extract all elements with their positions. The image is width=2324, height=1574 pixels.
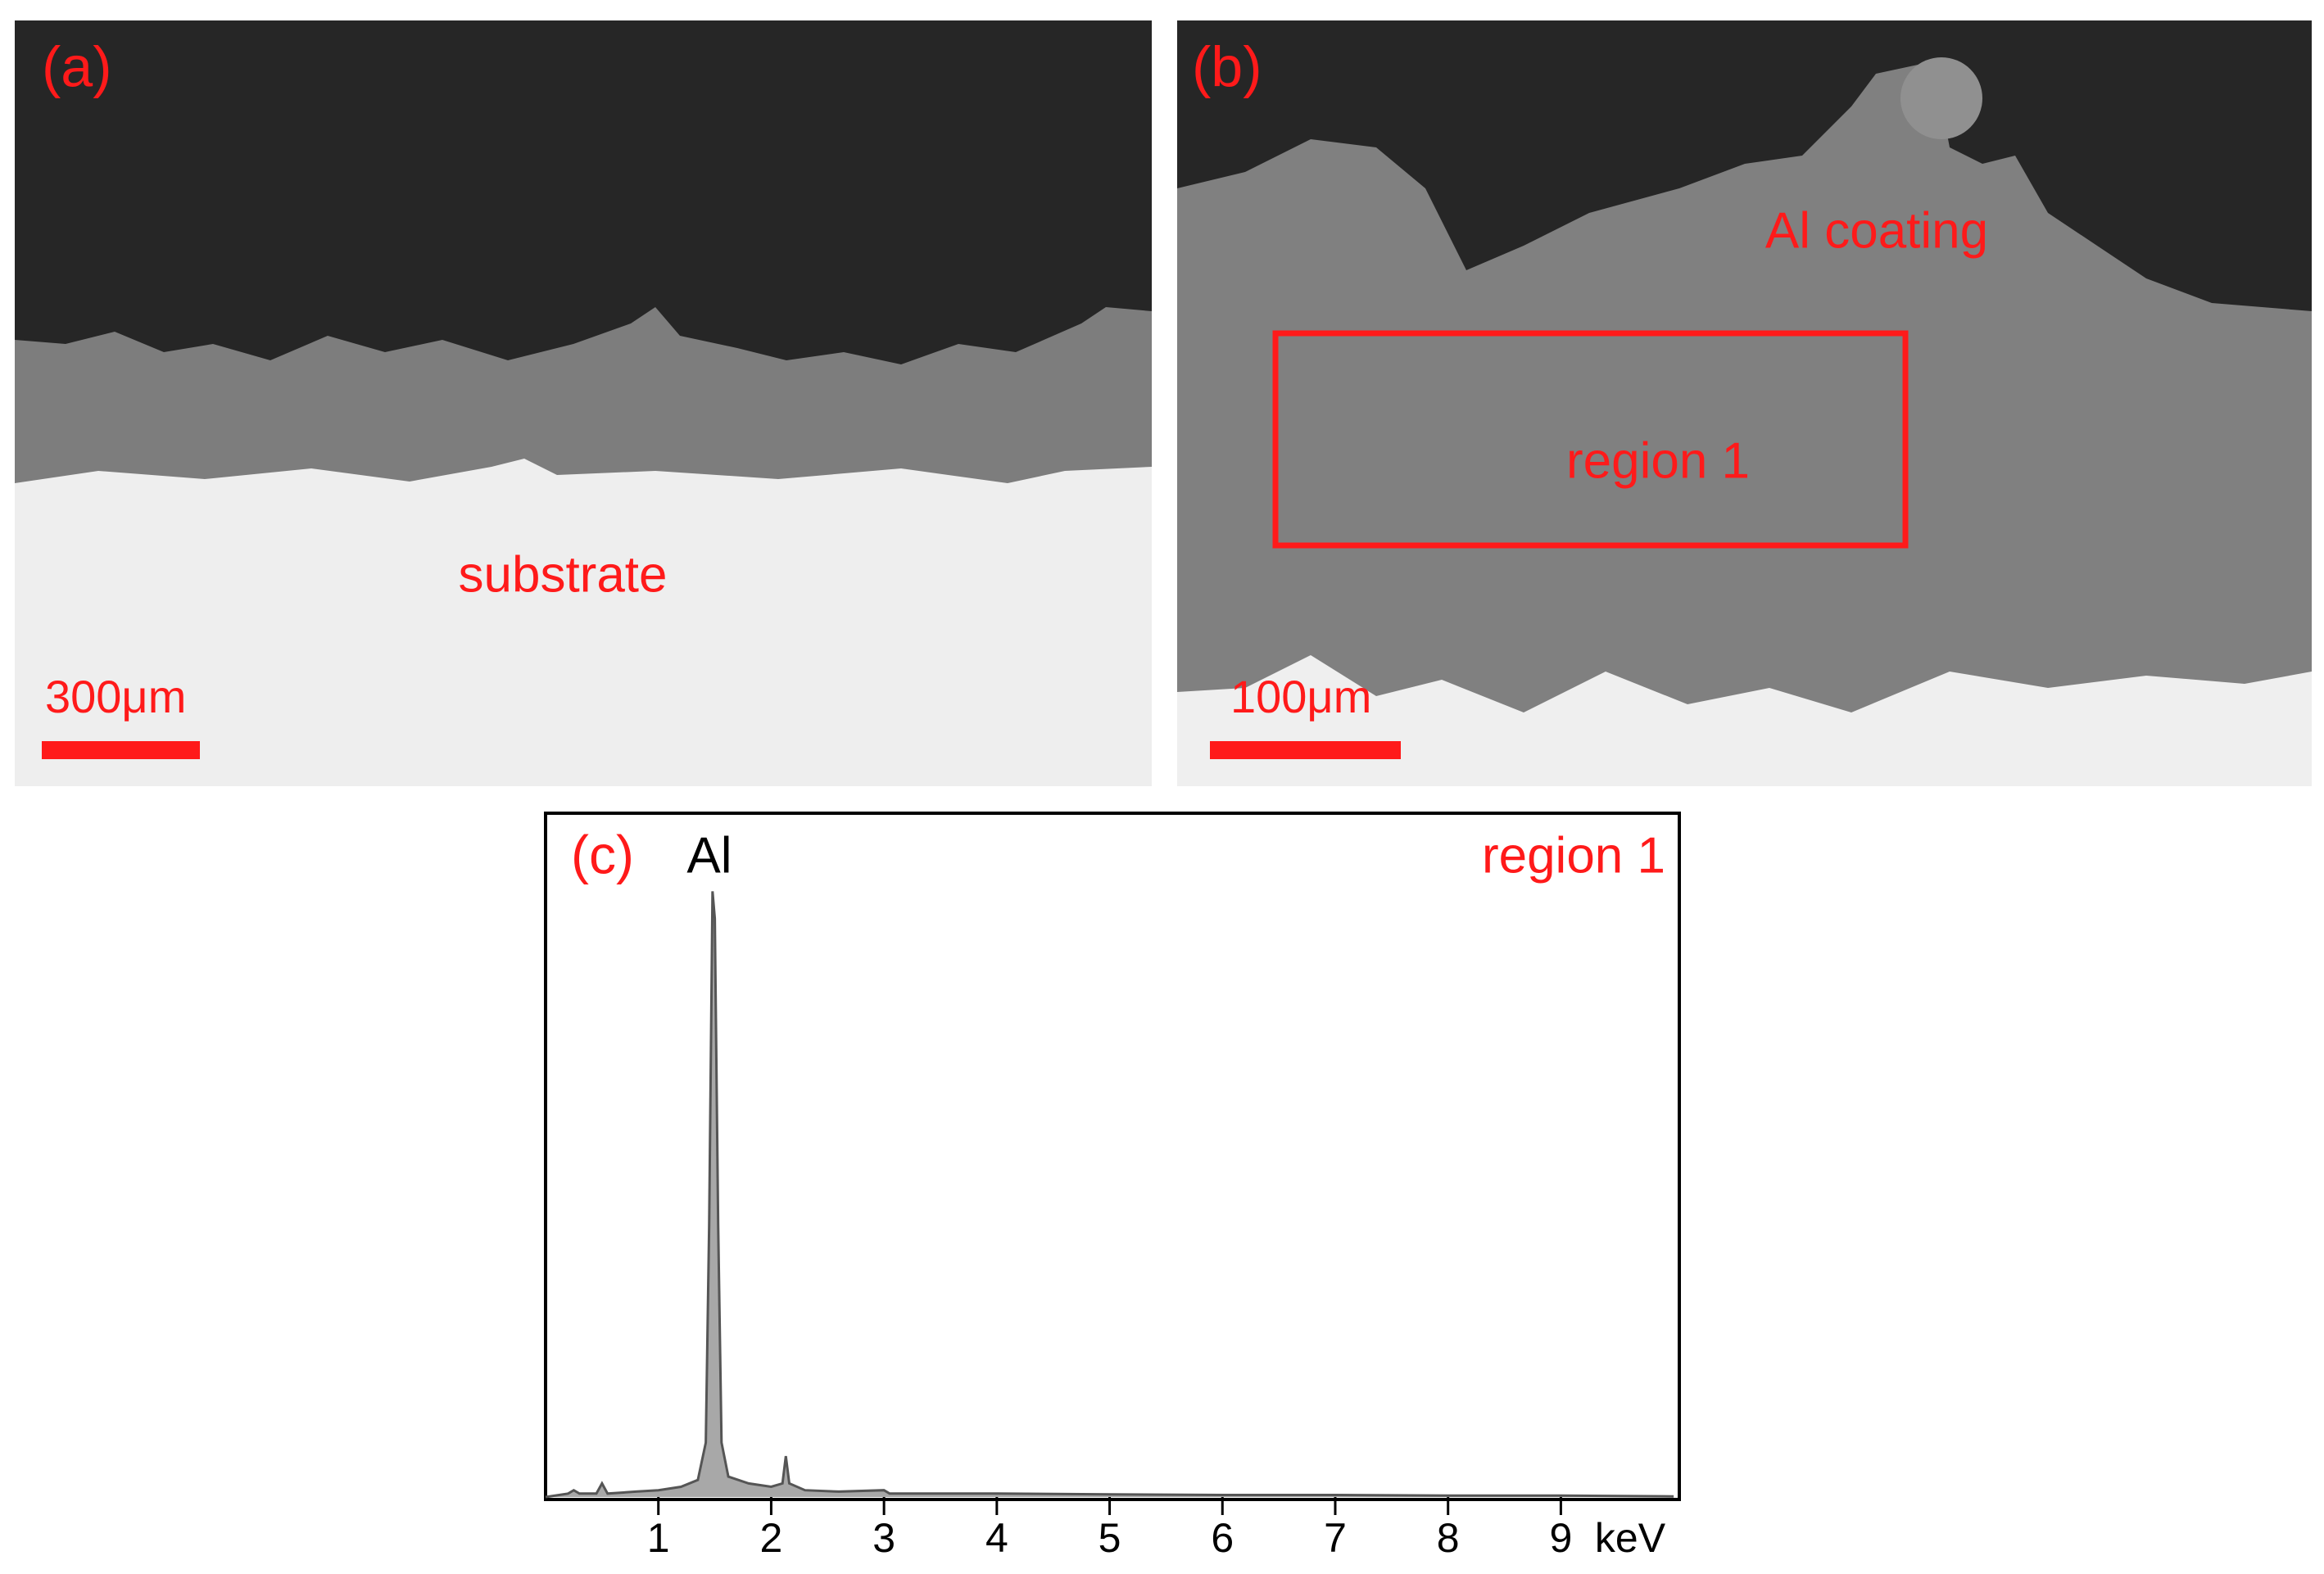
panel-label: (a): [42, 34, 112, 98]
spectrum: [545, 891, 1674, 1499]
x-tick-label: 7: [1324, 1515, 1347, 1561]
panel-label: (c): [571, 824, 634, 884]
scale-bar: [1210, 741, 1401, 759]
peak-label: Al: [686, 827, 732, 884]
region-box: [1272, 330, 1909, 549]
x-tick-label: 5: [1099, 1515, 1121, 1561]
annotation: region 1: [1482, 827, 1665, 884]
chart-frame: [544, 812, 1681, 1501]
x-tick-label: 8: [1437, 1515, 1460, 1561]
x-tick-label: 6: [1211, 1515, 1234, 1561]
x-tick-label: 4: [985, 1515, 1008, 1561]
x-tick-label: 3: [872, 1515, 895, 1561]
x-tick-label: 9: [1549, 1515, 1572, 1561]
annotation: substrate: [458, 546, 667, 603]
sem-image-b: [1177, 20, 2312, 786]
x-tick-label: 1: [647, 1515, 670, 1561]
scale-bar-label: 100μm: [1230, 671, 1371, 722]
sem-image-a: [15, 20, 1152, 786]
scale-bar-label: 300μm: [45, 671, 186, 722]
annotation: region 1: [1566, 432, 1750, 489]
x-axis-label: keV: [1595, 1515, 1666, 1561]
x-tick-label: 2: [760, 1515, 783, 1561]
annotation: Al coating: [1765, 202, 1988, 259]
panel-label: (b): [1192, 34, 1262, 98]
scale-bar: [42, 741, 200, 759]
